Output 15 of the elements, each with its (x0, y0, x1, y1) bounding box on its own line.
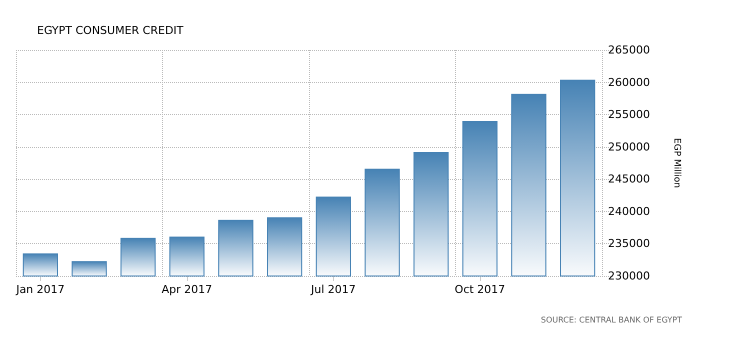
y-tick-label: 235000 (608, 237, 650, 250)
x-tick-label: Jan 2017 (15, 283, 65, 296)
y-tick-label: 255000 (608, 108, 650, 122)
y-tick-label: 250000 (608, 140, 650, 154)
y-tick-label: 245000 (608, 172, 650, 186)
y-tick-label: 240000 (608, 204, 650, 218)
y-axis-title: EGP Million (672, 138, 682, 188)
y-tick-label: 230000 (608, 270, 650, 282)
y-tick-label: 265000 (608, 44, 650, 56)
x-tick-label: Apr 2017 (162, 283, 212, 296)
chart-title: EGYPT CONSUMER CREDIT (37, 24, 184, 37)
x-tick-label: Jul 2017 (310, 283, 356, 296)
y-tick-label: 260000 (608, 76, 650, 89)
x-tick-label: Oct 2017 (454, 283, 506, 296)
source-note: SOURCE: CENTRAL BANK OF EGYPT (540, 316, 682, 324)
